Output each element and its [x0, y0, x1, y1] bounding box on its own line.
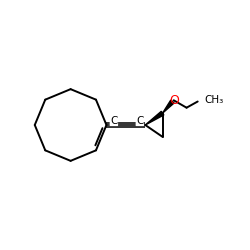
Text: C: C: [136, 116, 143, 126]
Text: C: C: [136, 116, 143, 126]
Text: C: C: [110, 116, 118, 126]
Text: C: C: [110, 116, 118, 126]
Polygon shape: [145, 111, 164, 125]
Polygon shape: [162, 100, 174, 113]
Text: CH₃: CH₃: [204, 95, 224, 105]
Text: O: O: [169, 94, 179, 107]
